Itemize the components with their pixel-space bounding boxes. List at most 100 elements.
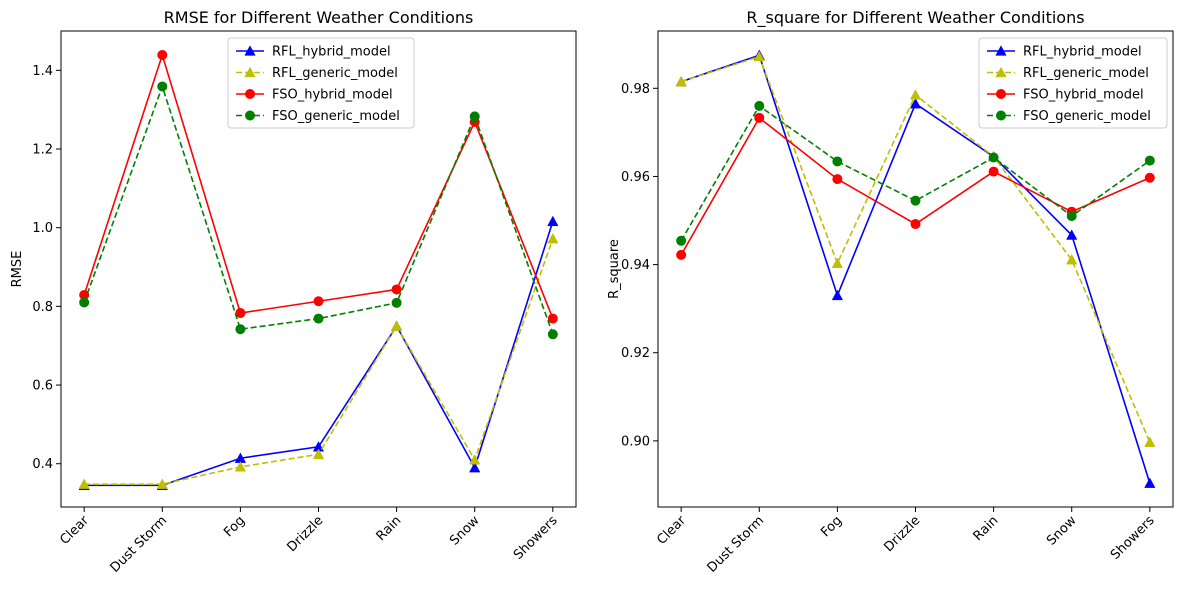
x-tick-label: Drizzle <box>881 513 923 555</box>
legend-label: FSO_hybrid_model <box>272 88 393 103</box>
data-point <box>312 448 325 459</box>
legend: RFL_hybrid_model RFL_generic_model FSO_hyb… <box>227 37 415 129</box>
data-point <box>390 320 403 331</box>
data-point <box>831 257 844 268</box>
data-point <box>1066 211 1077 222</box>
legend-label: RFL_hybrid_model <box>272 45 391 60</box>
x-tick-label: Dust Storm <box>705 513 767 575</box>
data-point <box>469 111 480 122</box>
data-point <box>235 324 246 335</box>
data-point <box>234 461 247 472</box>
y-tick-label: 1.4 <box>32 64 53 79</box>
data-point <box>988 152 999 163</box>
y-tick-label: 1.2 <box>32 143 53 158</box>
data-point <box>909 89 922 100</box>
legend-marker <box>995 66 1007 78</box>
series-line <box>680 116 1151 256</box>
x-tick-label: Clear <box>654 513 689 548</box>
y-tick-label: 0.8 <box>32 300 53 315</box>
data-point <box>675 75 687 87</box>
data-point <box>235 308 246 319</box>
y-tick-label: 0.6 <box>32 379 53 394</box>
x-tick-label: Snow <box>447 513 483 549</box>
series-FSO_generic_model <box>79 81 558 340</box>
x-tick-label: Rain <box>374 513 405 544</box>
x-tick-label: Clear <box>57 513 92 548</box>
legend: RFL_hybrid_model RFL_generic_model FSO_hyb… <box>978 37 1168 129</box>
y-tick-label: 0.92 <box>621 346 650 361</box>
data-point <box>79 297 90 308</box>
data-point <box>832 156 843 167</box>
data-point <box>547 215 559 227</box>
legend-marker <box>245 89 255 99</box>
legend-label: RFL_generic_model <box>272 66 398 81</box>
x-tick-label: Showers <box>1108 513 1158 563</box>
data-point <box>1144 477 1156 488</box>
data-point <box>988 166 999 177</box>
data-point <box>1144 172 1155 183</box>
y-tick-label: 0.90 <box>621 434 650 449</box>
data-point <box>157 81 168 92</box>
y-tick-label: 0.98 <box>621 82 650 97</box>
series-FSO_hybrid_model <box>676 112 1155 260</box>
plot-frame <box>657 30 1174 508</box>
data-point <box>1066 229 1078 240</box>
data-point <box>1144 155 1155 166</box>
data-point <box>754 100 765 111</box>
data-point <box>831 289 844 301</box>
chart-panel-1: RMSE for Different Weather Conditions RMS… <box>10 8 577 576</box>
data-point <box>753 50 765 62</box>
data-point <box>910 219 921 230</box>
y-axis-label: R_square <box>607 239 622 299</box>
data-point <box>313 313 324 324</box>
data-point <box>391 297 402 308</box>
x-tick-label: Showers <box>511 513 561 563</box>
data-point <box>78 478 90 489</box>
legend-marker <box>995 45 1007 56</box>
legend-label: FSO_generic_model <box>1023 109 1151 124</box>
y-tick-label: 0.96 <box>621 170 650 185</box>
data-point <box>676 235 687 246</box>
y-axis-label: RMSE <box>10 251 25 288</box>
legend-label: FSO_generic_model <box>272 109 400 124</box>
legend-marker <box>996 110 1006 121</box>
data-point <box>832 174 843 185</box>
chart-title: R_square for Different Weather Condition… <box>746 8 1084 28</box>
legend-label: RFL_generic_model <box>1023 66 1149 81</box>
series-RFL_generic_model <box>78 232 559 489</box>
y-tick-label: 0.4 <box>32 457 53 472</box>
legend-box <box>227 37 415 129</box>
legend-marker <box>996 89 1006 99</box>
data-point <box>547 232 559 244</box>
plot-frame <box>60 30 577 508</box>
series-FSO_hybrid_model <box>79 49 558 324</box>
data-point <box>676 249 687 260</box>
y-tick-label: 0.94 <box>621 258 650 273</box>
data-point <box>313 296 324 307</box>
data-point <box>909 97 922 109</box>
chart-title: RMSE for Different Weather Conditions <box>164 8 474 27</box>
x-tick-label: Fog <box>221 513 248 540</box>
legend-marker <box>244 66 256 78</box>
legend-marker <box>244 45 256 56</box>
data-point <box>469 454 481 465</box>
x-tick-label: Drizzle <box>284 513 326 555</box>
data-point <box>1066 254 1078 265</box>
data-point <box>157 49 168 60</box>
legend-marker <box>245 110 255 121</box>
x-tick-label: Fog <box>818 513 845 540</box>
y-tick-label: 1.0 <box>32 221 53 236</box>
data-point <box>547 313 558 324</box>
data-point <box>910 195 921 206</box>
data-point <box>754 112 765 123</box>
data-point <box>156 478 168 489</box>
x-tick-label: Rain <box>971 513 1002 544</box>
chart-panel-2: R_square for Different Weather Condition… <box>607 8 1174 576</box>
legend-label: FSO_hybrid_model <box>1023 88 1144 103</box>
legend-label: RFL_hybrid_model <box>1023 45 1142 60</box>
data-point <box>547 329 558 340</box>
legend-box <box>978 37 1168 129</box>
data-point <box>391 284 402 295</box>
x-tick-label: Dust Storm <box>108 513 170 575</box>
